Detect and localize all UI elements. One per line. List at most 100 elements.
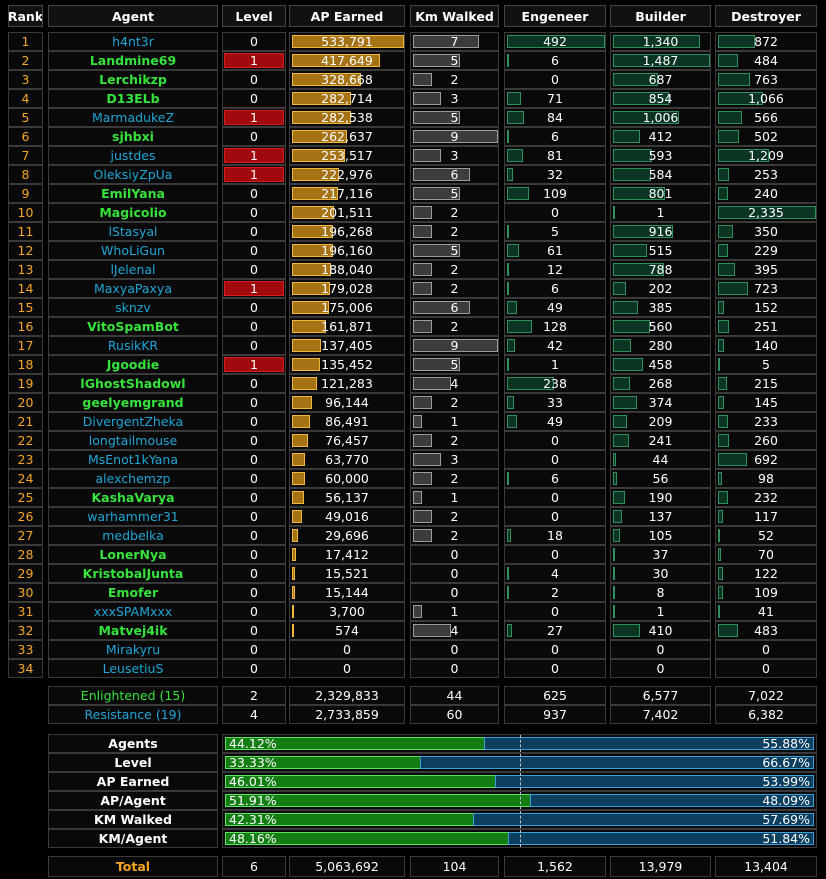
rank-number: 20 — [17, 395, 34, 410]
agent-name-cell[interactable]: xxxSPAMxxx — [48, 602, 218, 621]
eng-cell: 2 — [504, 583, 606, 602]
ap-value: 574 — [335, 623, 359, 638]
agent-name-cell[interactable]: RusikKR — [48, 336, 218, 355]
ap-cell: 76,457 — [289, 431, 405, 450]
agent-name: lJelenal — [110, 262, 156, 277]
km-value: 7 — [450, 34, 459, 49]
agent-name-cell[interactable]: D13ELb — [48, 89, 218, 108]
column-header-dst[interactable]: Destroyer — [715, 5, 817, 27]
column-header-level[interactable]: Level — [222, 5, 286, 27]
agent-name-cell[interactable]: warhammer31 — [48, 507, 218, 526]
km-cell: 6 — [410, 165, 499, 184]
total-level-value: 6 — [250, 859, 258, 874]
agent-name-cell[interactable]: alexchemzp — [48, 469, 218, 488]
dst-cell: 251 — [715, 317, 817, 336]
agent-name: lStasyal — [108, 224, 158, 239]
level-cell: 0 — [222, 298, 286, 317]
dst-value: 233 — [754, 414, 778, 429]
rank-cell: 25 — [8, 488, 43, 507]
agent-name-cell[interactable]: Matvej4ik — [48, 621, 218, 640]
km-bar — [413, 92, 441, 105]
agent-name-cell[interactable]: lGhostShadowl — [48, 374, 218, 393]
agent-name-cell[interactable]: KristobalJunta — [48, 564, 218, 583]
column-header-agent[interactable]: Agent — [48, 5, 218, 27]
eng-value: 81 — [547, 148, 563, 163]
rank-number: 14 — [17, 281, 34, 296]
level-cell: 0 — [222, 526, 286, 545]
agent-name-cell[interactable]: MarmadukeZ — [48, 108, 218, 127]
eng-bar — [507, 92, 521, 105]
agent-name-cell[interactable]: lJelenal — [48, 260, 218, 279]
column-header-label: Level — [235, 8, 273, 24]
bld-bar — [613, 130, 640, 143]
bld-cell: 515 — [610, 241, 711, 260]
km-bar — [413, 415, 422, 428]
eng-value: 2 — [551, 585, 559, 600]
total-km-value: 104 — [442, 859, 467, 874]
level-value: 0 — [250, 72, 258, 87]
km-value: 1 — [450, 414, 459, 429]
rank-number: 18 — [17, 357, 34, 372]
agent-name-cell[interactable]: Mirakyru — [48, 640, 218, 659]
agent-name-cell[interactable]: sknzv — [48, 298, 218, 317]
rank-number: 31 — [17, 604, 34, 619]
rank-number: 12 — [17, 243, 34, 258]
agent-name-cell[interactable]: Jgoodie — [48, 355, 218, 374]
ap-bar — [292, 358, 320, 371]
agent-name-cell[interactable]: geelyemgrand — [48, 393, 218, 412]
ap-value: 49,016 — [325, 509, 369, 524]
dst-bar — [718, 567, 723, 580]
bld-bar — [613, 434, 629, 447]
agent-name-cell[interactable]: h4nt3r — [48, 32, 218, 51]
ap-value: 3,700 — [329, 604, 365, 619]
agent-name-cell[interactable]: LeusetiuS — [48, 659, 218, 678]
agent-name-cell[interactable]: MaxyaPaxya — [48, 279, 218, 298]
agent-name-cell[interactable]: DivergentZheka — [48, 412, 218, 431]
agent-name-cell[interactable]: EmilYana — [48, 184, 218, 203]
rank-cell: 16 — [8, 317, 43, 336]
ap-value: 533,791 — [321, 34, 373, 49]
eng-bar — [507, 35, 605, 48]
bld-bar — [613, 586, 615, 599]
column-header-bld[interactable]: Builder — [610, 5, 711, 27]
agent-name-cell[interactable]: WhoLiGun — [48, 241, 218, 260]
agent-name-cell[interactable]: Magicolio — [48, 203, 218, 222]
level-bar — [224, 53, 284, 68]
bld-bar — [613, 263, 664, 276]
bld-cell: 1,340 — [610, 32, 711, 51]
agent-name-cell[interactable]: KashaVarya — [48, 488, 218, 507]
agent-name-cell[interactable]: MsEnot1kYana — [48, 450, 218, 469]
agent-name-cell[interactable]: Emofer — [48, 583, 218, 602]
agent-name-cell[interactable]: Lerchikzp — [48, 70, 218, 89]
column-header-ap[interactable]: AP Earned — [289, 5, 405, 27]
column-header-rank[interactable]: Rank — [8, 5, 43, 27]
ap-value: 175,006 — [321, 300, 373, 315]
bld-cell: 268 — [610, 374, 711, 393]
agent-name-cell[interactable]: LonerNya — [48, 545, 218, 564]
agent-name-cell[interactable]: OleksiyZpUa — [48, 165, 218, 184]
level-value: 1 — [250, 110, 258, 125]
agent-name-cell[interactable]: lStasyal — [48, 222, 218, 241]
agent-name-cell[interactable]: longtailmouse — [48, 431, 218, 450]
ap-bar — [292, 130, 347, 143]
bld-cell: 202 — [610, 279, 711, 298]
bld-cell: 105 — [610, 526, 711, 545]
km-value: 3 — [450, 91, 459, 106]
column-header-km[interactable]: Km Walked — [410, 5, 499, 27]
level-cell: 0 — [222, 127, 286, 146]
dst-value: 0 — [762, 642, 770, 657]
agent-name-cell[interactable]: VitoSpamBot — [48, 317, 218, 336]
km-cell: 0 — [410, 640, 499, 659]
column-header-eng[interactable]: Engeneer — [504, 5, 606, 27]
agent-name: Jgoodie — [106, 357, 160, 372]
resistance-share-bar: 51.84% — [508, 831, 814, 846]
agent-name-cell[interactable]: medbelka — [48, 526, 218, 545]
agent-name-cell[interactable]: Landmine69 — [48, 51, 218, 70]
ap-bar — [292, 624, 294, 637]
agent-name-cell[interactable]: justdes — [48, 146, 218, 165]
resistance-share: 66.67% — [762, 755, 810, 770]
level-value: 0 — [250, 395, 258, 410]
agent-name-cell[interactable]: sjhbxi — [48, 127, 218, 146]
km-bar — [413, 206, 432, 219]
dst-bar — [718, 434, 729, 447]
